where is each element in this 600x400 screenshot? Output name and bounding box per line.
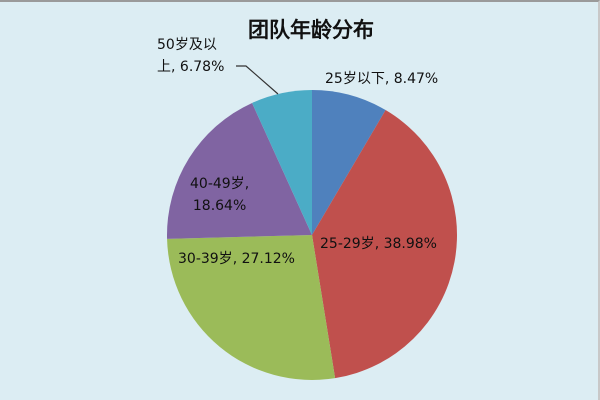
slice-name: 30-39岁 bbox=[178, 251, 233, 267]
data-label: 40-49岁, 18.64% bbox=[190, 176, 250, 214]
slice-name: 50岁及以上 bbox=[157, 37, 217, 75]
pie-slice bbox=[312, 90, 386, 235]
pie-slice bbox=[167, 102, 312, 239]
slice-percent: 6.78% bbox=[179, 59, 225, 75]
pie-slice bbox=[252, 90, 312, 235]
data-label: 50岁及以上, 6.78% bbox=[157, 37, 225, 75]
slice-percent: 8.47% bbox=[393, 71, 439, 87]
data-label: 25-29岁, 38.98% bbox=[320, 236, 437, 252]
slice-name: 25-29岁 bbox=[320, 236, 375, 252]
data-label: 30-39岁, 27.12% bbox=[178, 251, 295, 267]
slice-name: 40-49岁 bbox=[190, 176, 245, 192]
pie-slice bbox=[312, 110, 457, 379]
leader-line bbox=[236, 65, 279, 95]
slice-name: 25岁以下 bbox=[325, 71, 385, 87]
chart-title: 团队年龄分布 bbox=[248, 18, 374, 42]
pie-slice bbox=[167, 235, 336, 380]
slice-percent: 18.64% bbox=[192, 198, 247, 214]
slice-percent: 38.98% bbox=[383, 236, 437, 252]
data-label: 25岁以下, 8.47% bbox=[325, 71, 439, 87]
slice-percent: 27.12% bbox=[241, 251, 295, 267]
